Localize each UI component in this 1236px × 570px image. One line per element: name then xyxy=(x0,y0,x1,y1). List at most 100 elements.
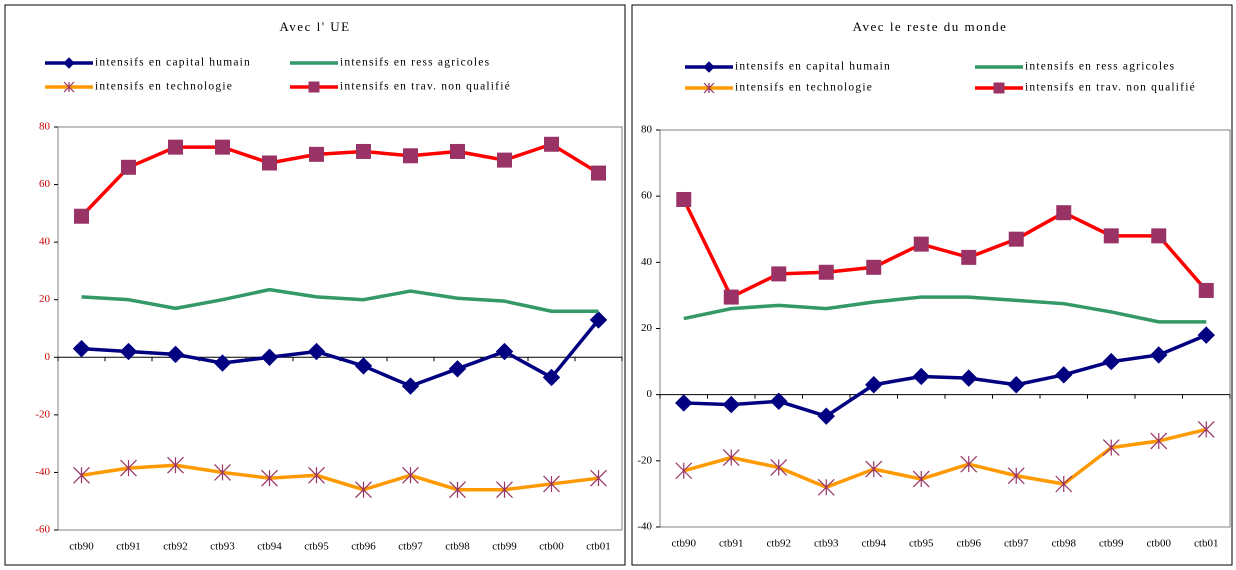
x-tick-label: ctb90 xyxy=(672,538,697,550)
marker xyxy=(993,82,1005,94)
marker xyxy=(675,394,693,412)
marker xyxy=(912,367,930,386)
marker xyxy=(119,342,138,361)
x-tick-label: ctb96 xyxy=(957,538,982,550)
marker xyxy=(354,357,373,375)
y-tick-label: 60 xyxy=(39,178,51,190)
x-tick-label: ctb91 xyxy=(719,538,743,550)
marker xyxy=(308,466,325,484)
legend-label: intensifs en capital humain xyxy=(735,61,891,73)
legend-label: intensifs en trav. non qualifié xyxy=(340,81,511,93)
legend-label: intensifs en capital humain xyxy=(95,57,251,69)
marker xyxy=(63,57,75,69)
y-tick-label: 20 xyxy=(39,293,51,305)
marker xyxy=(309,146,324,162)
y-tick-label: -40 xyxy=(637,521,652,533)
marker xyxy=(723,289,739,305)
marker xyxy=(960,369,978,387)
marker xyxy=(1103,228,1119,244)
series-line xyxy=(682,198,1208,299)
y-tick-label: -60 xyxy=(35,524,50,536)
marker xyxy=(589,311,608,329)
y-tick-label: 0 xyxy=(647,388,653,400)
marker xyxy=(215,139,230,155)
marker xyxy=(817,478,835,496)
chart-title: Avec le reste du monde xyxy=(853,19,1008,34)
marker xyxy=(913,236,929,252)
y-tick-label: 80 xyxy=(39,121,51,133)
marker xyxy=(495,342,514,361)
marker xyxy=(1150,432,1168,450)
marker xyxy=(1197,326,1215,344)
marker xyxy=(401,377,420,395)
panel xyxy=(631,4,1233,566)
legend-label: intensifs en ress agricoles xyxy=(1025,61,1175,73)
x-tick-label: ctb99 xyxy=(492,541,517,553)
series-line xyxy=(683,427,1207,490)
y-tick-label: 60 xyxy=(641,190,653,202)
series-line xyxy=(80,142,600,218)
legend-label: intensifs en technologie xyxy=(95,81,233,93)
x-tick-label: ctb98 xyxy=(445,541,470,553)
y-tick-label: -20 xyxy=(35,408,50,420)
marker xyxy=(770,392,788,410)
marker xyxy=(1007,467,1025,485)
x-tick-label: ctb98 xyxy=(1052,538,1077,550)
marker xyxy=(262,155,277,171)
marker xyxy=(261,469,278,487)
x-tick-label: ctb00 xyxy=(1147,538,1172,550)
x-tick-label: ctb91 xyxy=(116,541,140,553)
x-tick-label: ctb93 xyxy=(210,541,235,553)
marker xyxy=(63,81,75,93)
marker xyxy=(722,449,740,466)
x-tick-label: ctb97 xyxy=(398,541,423,553)
marker xyxy=(865,460,883,478)
x-tick-label: ctb00 xyxy=(539,541,564,553)
marker xyxy=(542,368,561,387)
chart-title: Avec l' UE xyxy=(279,19,350,34)
marker xyxy=(74,208,89,224)
plot-area xyxy=(57,126,623,531)
marker xyxy=(1150,346,1168,364)
x-tick-label: ctb94 xyxy=(257,541,282,553)
marker xyxy=(1151,228,1167,244)
marker xyxy=(308,81,320,93)
marker xyxy=(818,264,834,280)
marker xyxy=(1055,475,1073,493)
y-tick-label: 40 xyxy=(641,256,653,268)
marker xyxy=(544,136,559,152)
y-tick-label: 40 xyxy=(39,236,51,248)
marker xyxy=(355,481,372,499)
marker xyxy=(168,139,183,155)
marker xyxy=(403,148,418,164)
marker xyxy=(703,61,715,73)
marker xyxy=(497,152,512,168)
x-tick-label: ctb96 xyxy=(351,541,376,553)
marker xyxy=(213,354,232,372)
marker xyxy=(703,82,715,94)
marker xyxy=(817,407,835,425)
marker xyxy=(120,459,137,477)
marker xyxy=(866,259,882,275)
x-tick-label: ctb90 xyxy=(69,541,94,553)
y-tick-label: -20 xyxy=(637,454,652,466)
marker xyxy=(676,191,692,207)
x-tick-label: ctb01 xyxy=(586,541,610,553)
marker xyxy=(167,456,184,474)
x-tick-label: ctb01 xyxy=(1194,538,1218,550)
marker xyxy=(1198,282,1214,298)
marker xyxy=(1102,352,1120,371)
marker xyxy=(356,143,371,159)
y-tick-label: 0 xyxy=(45,351,51,363)
marker xyxy=(771,266,787,282)
marker xyxy=(166,345,185,364)
marker xyxy=(260,348,279,366)
x-tick-label: ctb92 xyxy=(163,541,187,553)
x-tick-label: ctb97 xyxy=(1004,538,1029,550)
marker xyxy=(72,339,91,358)
marker xyxy=(448,360,467,378)
y-tick-label: -40 xyxy=(35,466,50,478)
legend-label: intensifs en technologie xyxy=(735,82,873,94)
x-tick-label: ctb99 xyxy=(1099,538,1124,550)
